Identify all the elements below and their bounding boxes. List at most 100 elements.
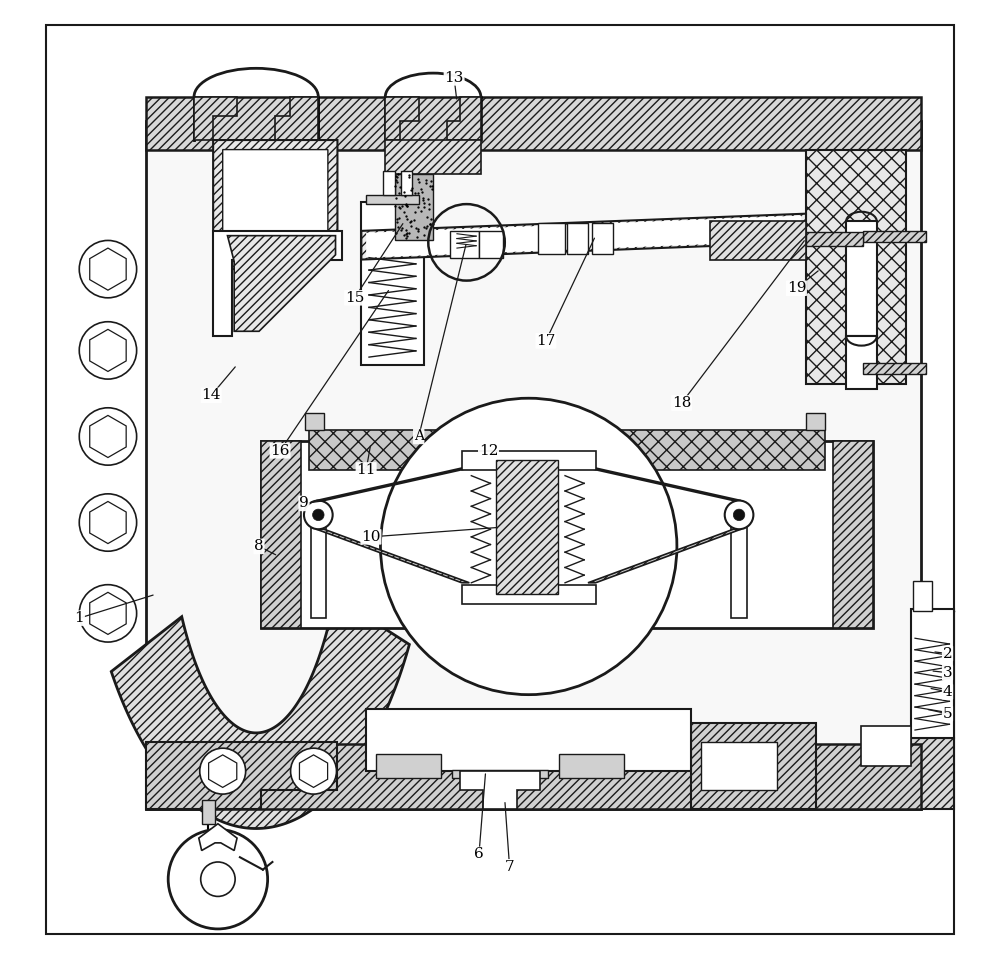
Bar: [710, 222, 806, 260]
Polygon shape: [90, 329, 126, 371]
Bar: [833, 441, 873, 628]
Text: 2: 2: [943, 646, 952, 661]
Text: 12: 12: [479, 444, 498, 457]
Bar: [701, 742, 777, 790]
Polygon shape: [90, 415, 126, 457]
Bar: [261, 441, 301, 628]
Bar: [846, 222, 877, 336]
Bar: [567, 223, 588, 254]
Polygon shape: [194, 97, 237, 140]
Bar: [863, 231, 926, 243]
Circle shape: [380, 398, 677, 694]
Bar: [861, 726, 911, 766]
Circle shape: [79, 585, 137, 643]
Bar: [806, 232, 863, 246]
Bar: [559, 754, 624, 778]
Bar: [913, 581, 932, 612]
Text: 14: 14: [201, 388, 221, 403]
Circle shape: [168, 830, 268, 929]
Bar: [309, 430, 825, 470]
Bar: [846, 336, 877, 388]
Polygon shape: [460, 771, 540, 809]
Bar: [376, 754, 441, 778]
Text: 13: 13: [444, 71, 464, 85]
Text: 3: 3: [943, 666, 952, 680]
Bar: [452, 770, 548, 778]
Polygon shape: [90, 248, 126, 291]
Bar: [479, 231, 503, 258]
Text: 8: 8: [254, 539, 264, 553]
Bar: [146, 744, 921, 809]
Polygon shape: [223, 150, 328, 262]
Circle shape: [79, 321, 137, 379]
Bar: [383, 171, 395, 195]
Text: 11: 11: [356, 463, 376, 477]
Circle shape: [304, 501, 333, 529]
Bar: [202, 800, 215, 824]
Bar: [361, 202, 424, 364]
Polygon shape: [199, 824, 237, 851]
Polygon shape: [146, 742, 337, 809]
Polygon shape: [588, 468, 741, 501]
Bar: [450, 231, 479, 258]
Polygon shape: [361, 214, 806, 260]
Polygon shape: [385, 140, 481, 174]
Bar: [691, 723, 816, 809]
Circle shape: [291, 748, 336, 794]
Polygon shape: [90, 593, 126, 635]
Text: 17: 17: [536, 334, 556, 348]
Circle shape: [313, 509, 324, 521]
Circle shape: [725, 501, 753, 529]
Bar: [863, 363, 926, 374]
Bar: [146, 121, 921, 809]
Polygon shape: [447, 97, 481, 140]
Text: 5: 5: [943, 707, 952, 721]
Circle shape: [733, 509, 745, 521]
Polygon shape: [316, 529, 469, 583]
Polygon shape: [90, 502, 126, 544]
Circle shape: [79, 241, 137, 298]
Bar: [395, 174, 433, 241]
Bar: [911, 609, 954, 737]
Polygon shape: [366, 216, 801, 258]
Bar: [311, 515, 326, 619]
Text: 16: 16: [270, 444, 290, 457]
Circle shape: [79, 494, 137, 551]
Bar: [538, 223, 565, 254]
Polygon shape: [213, 140, 337, 269]
Bar: [462, 585, 596, 604]
Bar: [366, 709, 691, 771]
Text: 18: 18: [672, 396, 691, 410]
Bar: [401, 171, 412, 195]
Polygon shape: [227, 236, 336, 331]
Text: 7: 7: [505, 860, 514, 874]
Text: 6: 6: [474, 848, 484, 861]
Polygon shape: [209, 755, 237, 787]
Bar: [496, 460, 558, 595]
Bar: [462, 451, 596, 470]
Polygon shape: [299, 755, 328, 787]
Text: 19: 19: [787, 281, 806, 295]
Polygon shape: [588, 529, 741, 583]
Text: 10: 10: [361, 530, 381, 544]
Bar: [806, 150, 906, 384]
Text: 1: 1: [74, 611, 84, 625]
Bar: [806, 412, 825, 430]
Polygon shape: [861, 737, 954, 809]
Bar: [366, 195, 419, 204]
Circle shape: [201, 862, 235, 897]
Bar: [146, 97, 921, 150]
Polygon shape: [316, 468, 469, 501]
Bar: [731, 515, 747, 619]
Bar: [592, 223, 613, 254]
Text: A: A: [414, 430, 424, 443]
Text: 4: 4: [943, 685, 952, 699]
Polygon shape: [213, 231, 342, 336]
Bar: [305, 412, 324, 430]
Bar: [261, 441, 873, 628]
Polygon shape: [385, 97, 419, 140]
Polygon shape: [111, 596, 409, 829]
Text: 15: 15: [345, 291, 364, 305]
Polygon shape: [275, 97, 318, 140]
Circle shape: [79, 408, 137, 465]
